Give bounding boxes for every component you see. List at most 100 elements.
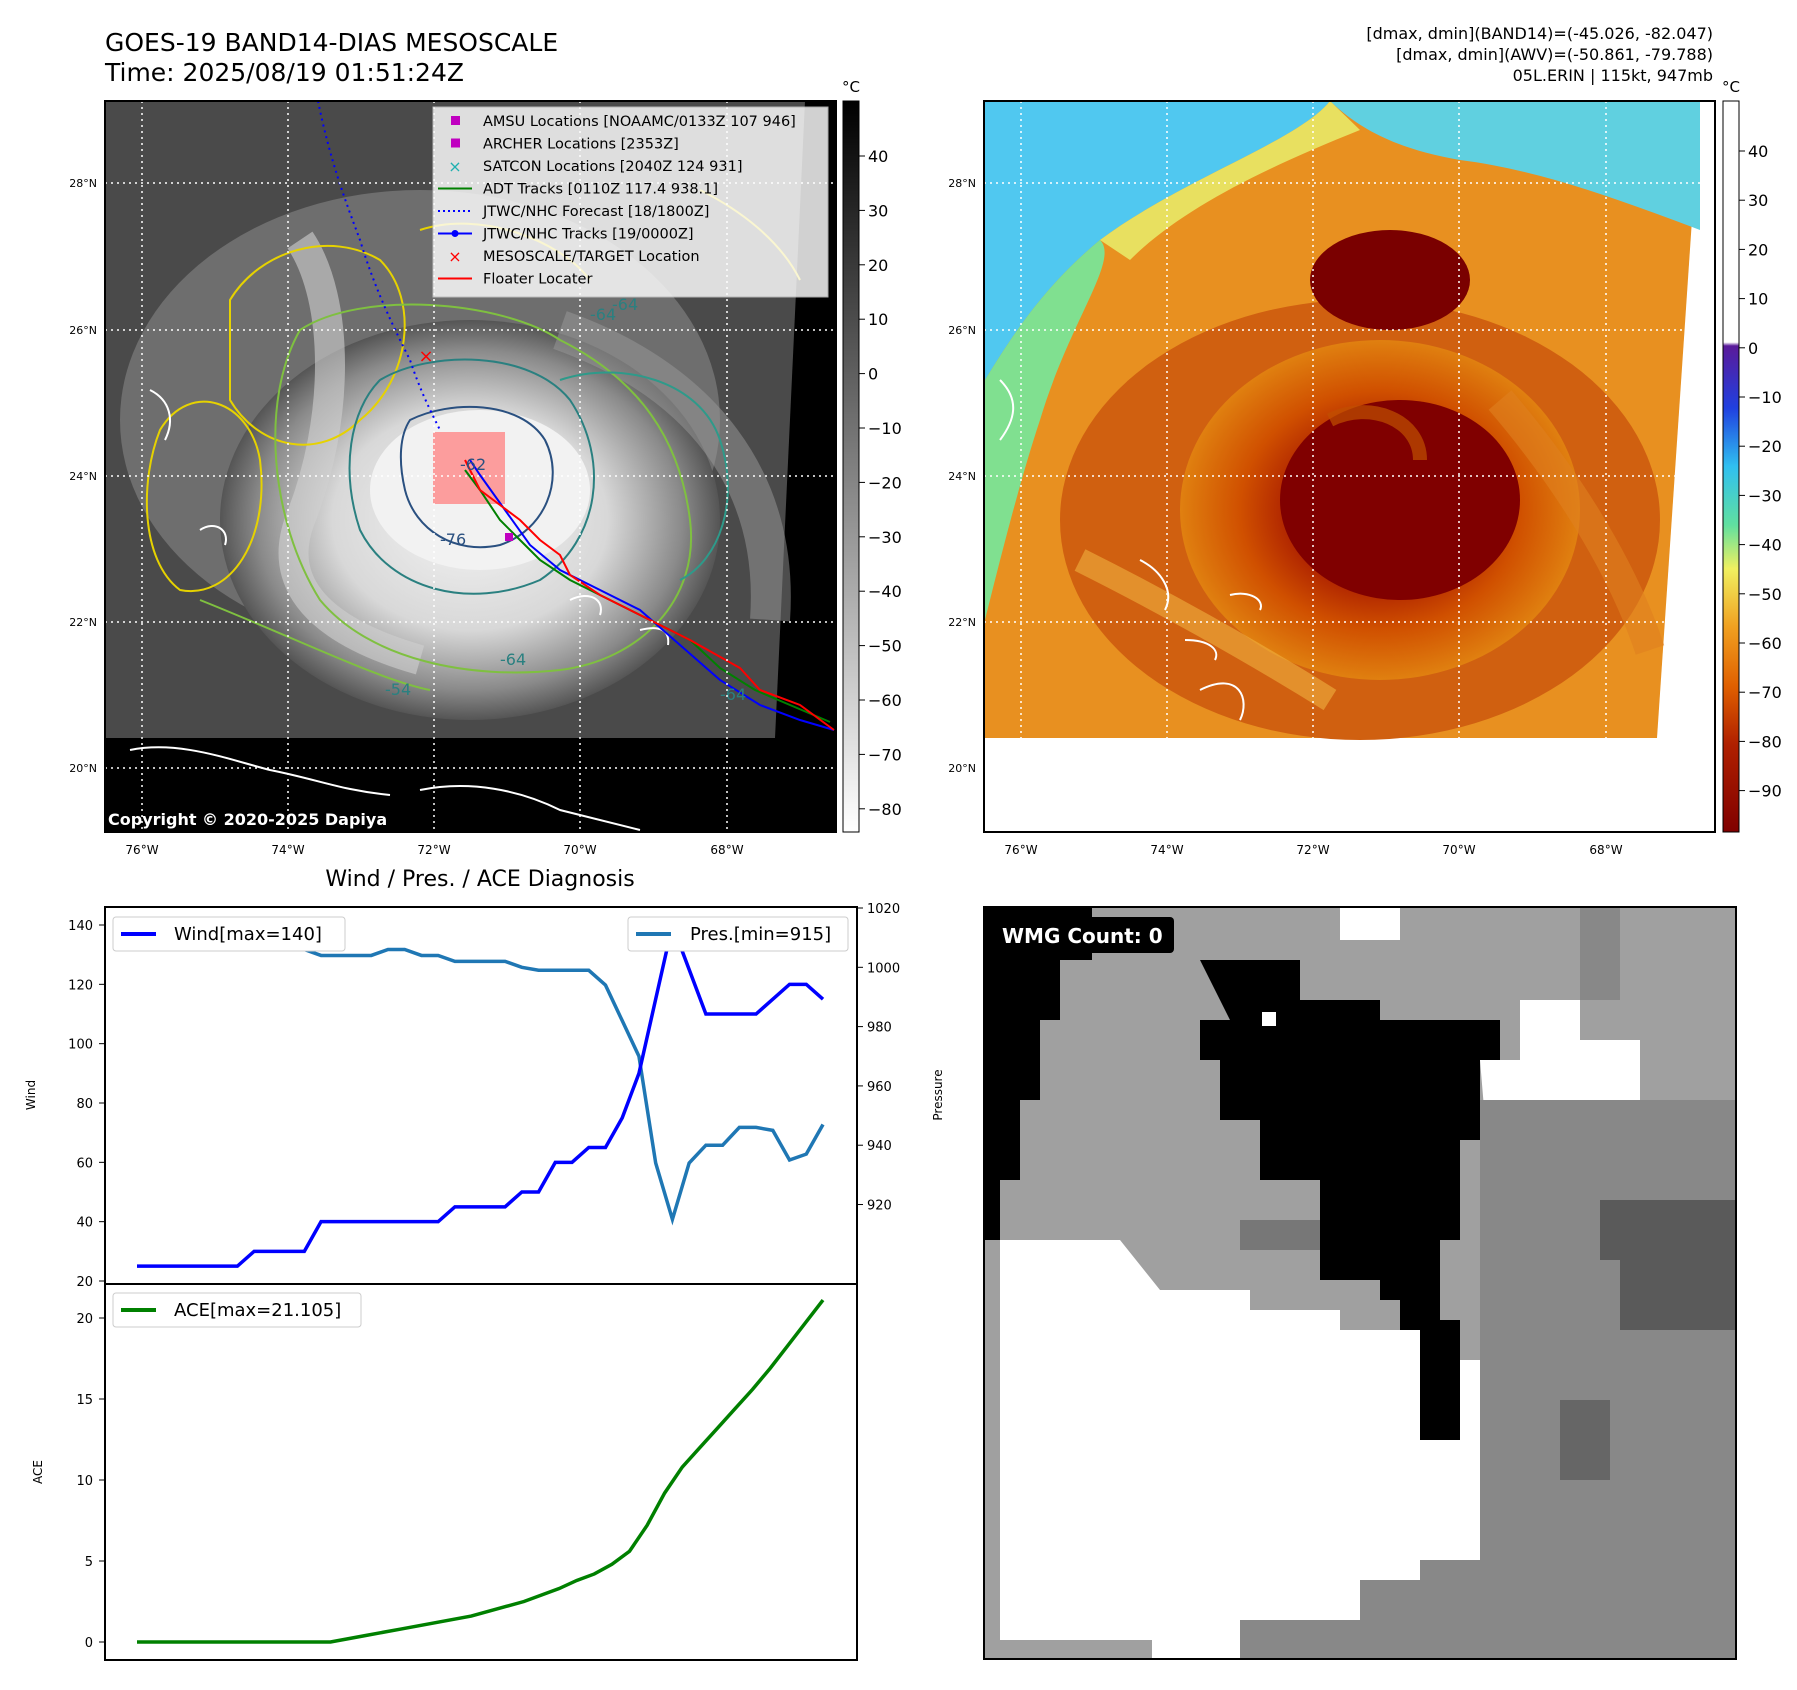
- legend-item: × SATCON Locations [2040Z 124 931]: [448, 157, 742, 176]
- ace-series-line: [137, 1299, 825, 1644]
- ir-color-map: [984, 101, 1715, 832]
- band14-range: [dmax, dmin](BAND14)=(-45.026, -82.047): [1366, 24, 1713, 43]
- map-legend: AMSU Locations [NOAAMC/0133Z 107 946] ARC…: [432, 106, 829, 298]
- lon-tick-label: 70°W: [563, 843, 596, 857]
- lon-tick-label: 74°W: [1150, 843, 1183, 857]
- legend-label: JTWC/NHC Forecast [18/1800Z]: [482, 204, 709, 220]
- wind-tick-label: 120: [68, 978, 93, 993]
- lon-tick-label: 70°W: [1442, 843, 1475, 857]
- colorbar-tick-label: −80: [868, 800, 902, 819]
- ace-panel: 20 15 10 5 0 ACE ACE[max=21.105]: [31, 1283, 858, 1661]
- lat-tick-label: 22°N: [69, 616, 97, 629]
- forecast-track: [317, 101, 441, 431]
- lat-tick-label: 28°N: [69, 177, 97, 190]
- lat-tick-label: 22°N: [948, 616, 976, 629]
- wind-legend-label: Wind[max=140]: [174, 924, 322, 945]
- figure-title: GOES-19 BAND14-DIAS MESOSCALE: [105, 28, 558, 57]
- colorbar-tick-label: −70: [868, 745, 902, 764]
- lat-tick-label: 24°N: [69, 470, 97, 483]
- wind-tick-label: 40: [76, 1216, 93, 1231]
- contour-label: -64: [720, 685, 746, 704]
- colorbar-tick-label: −50: [868, 637, 902, 656]
- copyright-text: Copyright © 2020-2025 Dapiya: [108, 810, 387, 829]
- wind-tick-label: 20: [76, 1275, 93, 1290]
- colorbar-tick-label: −90: [1748, 782, 1782, 801]
- legend-label: AMSU Locations [NOAAMC/0133Z 107 946]: [483, 114, 796, 130]
- right-map-ticks: 76°W 74°W 72°W 70°W 68°W 28°N 26°N 24°N 22°N 20°N: [948, 177, 1622, 857]
- pressure-legend: Pres.[min=915]: [627, 916, 849, 952]
- contour-label: -54: [385, 680, 411, 699]
- wmg-panel: WMG Count: 0: [983, 906, 1737, 1660]
- lat-tick-label: 24°N: [948, 470, 976, 483]
- lat-tick-label: 28°N: [948, 177, 976, 190]
- colorbar-tick-label: 40: [1748, 142, 1768, 161]
- colorbar-tick-label: 0: [1748, 339, 1758, 358]
- figure-time: Time: 2025/08/19 01:51:24Z: [104, 58, 464, 87]
- ace-axis-label: ACE: [31, 1460, 45, 1484]
- legend-label: SATCON Locations [2040Z 124 931]: [483, 159, 742, 175]
- colorbar-tick-label: −20: [868, 473, 902, 492]
- legend-label: ADT Tracks [0110Z 117.4 938.1]: [483, 182, 718, 198]
- legend-label: ARCHER Locations [2353Z]: [483, 137, 679, 153]
- lat-tick-label: 26°N: [948, 324, 976, 337]
- wind-pressure-panel: 140 120 100 80 60 40 20 1020 1000 980 960 940 920 Wi…: [24, 902, 945, 1290]
- legend-item: ADT Tracks [0110Z 117.4 938.1]: [438, 182, 718, 198]
- colorbar-tick-label: −70: [1748, 683, 1782, 702]
- wind-legend: Wind[max=140]: [112, 916, 346, 952]
- ace-tick-label: 5: [85, 1555, 93, 1570]
- ace-tick-label: 15: [76, 1393, 93, 1408]
- lon-tick-label: 68°W: [710, 843, 743, 857]
- colorbar-tick-label: −10: [868, 419, 902, 438]
- pressure-tick-label: 1000: [867, 961, 900, 976]
- legend-marker: [451, 138, 460, 148]
- mesoscale-target-marker: ×: [418, 346, 433, 367]
- wind-tick-label: 140: [68, 919, 93, 934]
- wind-axis-label: Wind: [24, 1080, 38, 1110]
- colorbar-tick-label: 40: [868, 147, 888, 166]
- colorbar-tick-label: −20: [1748, 437, 1782, 456]
- colorbar-tick-label: −60: [868, 691, 902, 710]
- contour-label: -64: [500, 650, 526, 669]
- right-map-gridlines: [984, 101, 1715, 832]
- ace-tick-label: 20: [76, 1312, 93, 1327]
- left-map-ticks: 76°W 74°W 72°W 70°W 68°W 28°N 26°N 24°N 22°N 20°N: [69, 177, 743, 857]
- color-colorbar-unit: °C: [1722, 78, 1740, 96]
- wind-tick-label: 60: [76, 1156, 93, 1171]
- legend-item: ARCHER Locations [2353Z]: [451, 137, 679, 153]
- colorbar-tick-label: 20: [1748, 240, 1768, 259]
- ace-tick-label: 10: [76, 1474, 93, 1489]
- ace-legend: ACE[max=21.105]: [112, 1292, 362, 1328]
- pressure-tick-label: 940: [867, 1139, 892, 1154]
- color-colorbar: °C 40 30 20 10 0 −10 −20 −30 −40 −50 −60 −70 −80 −90: [1722, 78, 1782, 833]
- diagnosis-title: Wind / Pres. / ACE Diagnosis: [325, 867, 634, 892]
- gray-colorbar-unit: °C: [842, 78, 860, 96]
- legend-item: × MESOSCALE/TARGET Location: [448, 247, 699, 266]
- colorbar-tick-label: −30: [1748, 486, 1782, 505]
- pressure-tick-label: 980: [867, 1021, 892, 1036]
- legend-marker: ×: [448, 247, 461, 266]
- lon-tick-label: 74°W: [271, 843, 304, 857]
- wind-tick-label: 80: [76, 1097, 93, 1112]
- pressure-tick-label: 960: [867, 1080, 892, 1095]
- amsu-marker: [505, 533, 513, 541]
- jtwc-track: [469, 459, 835, 731]
- pressure-legend-label: Pres.[min=915]: [690, 924, 831, 945]
- pressure-tick-label: 920: [867, 1199, 892, 1214]
- floater-locater: [464, 459, 835, 731]
- legend-marker: [451, 116, 460, 125]
- awv-range: [dmax, dmin](AWV)=(-50.861, -79.788): [1396, 45, 1713, 64]
- pressure-tick-label: 1020: [867, 902, 900, 917]
- colorbar-tick-label: −50: [1748, 585, 1782, 604]
- lon-tick-label: 72°W: [1296, 843, 1329, 857]
- legend-item: JTWC/NHC Forecast [18/1800Z]: [438, 204, 709, 220]
- colorbar-tick-label: −40: [1748, 536, 1782, 555]
- colorbar-tick-label: 10: [1748, 290, 1768, 309]
- pressure-axis-label: Pressure: [931, 1069, 945, 1120]
- colorbar-tick-label: −30: [868, 528, 902, 547]
- legend-label: JTWC/NHC Tracks [19/0000Z]: [482, 227, 694, 243]
- contour-label: -62: [460, 455, 486, 474]
- legend-marker: ×: [448, 157, 461, 176]
- ace-tick-label: 0: [85, 1636, 93, 1651]
- contour-label: -76: [440, 530, 466, 549]
